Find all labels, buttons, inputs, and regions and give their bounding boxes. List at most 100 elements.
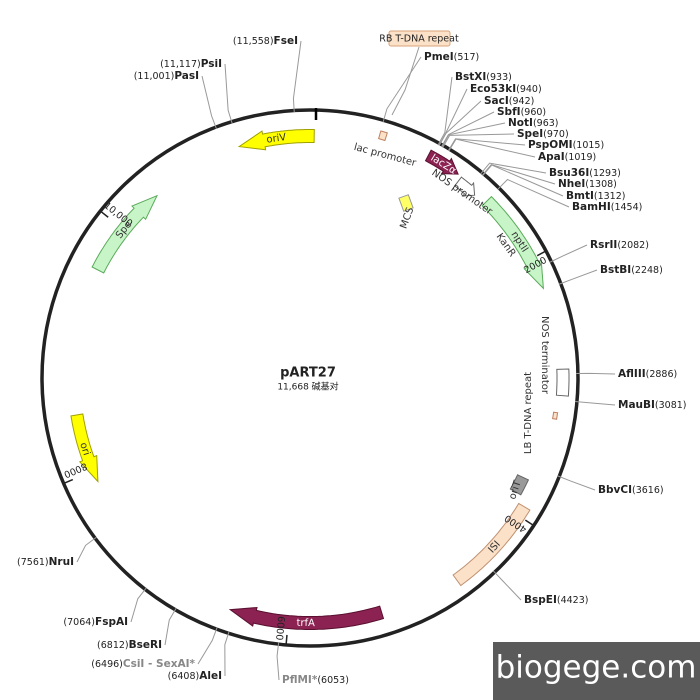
site-name: FspAI — [95, 616, 128, 628]
tick-mark — [100, 211, 109, 218]
site-position: (2886) — [646, 369, 678, 380]
site-name: BstXI — [455, 71, 486, 83]
feature-arrow — [424, 149, 459, 175]
site-label: (6408)AleI — [168, 670, 222, 682]
site-label: SbfI(960) — [497, 106, 546, 118]
site-leader — [575, 372, 616, 375]
site-position: (970) — [543, 129, 569, 140]
site-leader — [292, 40, 302, 113]
site-name: CsiI - SexAI* — [123, 658, 196, 670]
site-label: PmeI(517) — [424, 51, 479, 63]
tick-mark — [285, 634, 288, 645]
site-label: (11,001)PasI — [134, 70, 199, 82]
site-name: RsrII — [590, 239, 617, 251]
site-leader — [437, 76, 453, 146]
site-name: NruI — [49, 556, 74, 568]
site-label: MauBI(3081) — [618, 399, 687, 411]
site-name: Eco53kI — [470, 83, 516, 95]
site-label: BspEI(4423) — [524, 594, 588, 606]
site-position: (3616) — [632, 485, 664, 496]
site-position: (1019) — [565, 152, 597, 163]
feature-label: ori — [77, 441, 91, 457]
site-position: (6408) — [168, 671, 200, 682]
site-label: SpeI(970) — [517, 128, 569, 140]
site-name: BstBI — [600, 264, 631, 276]
site-leader — [164, 607, 177, 646]
site-name: AflIII — [618, 368, 646, 380]
site-label: AflIII(2886) — [618, 368, 677, 380]
site-label: PspOMI(1015) — [528, 139, 604, 151]
site-position: (3081) — [655, 400, 687, 411]
site-position: (2082) — [617, 240, 649, 251]
site-position: (1454) — [611, 202, 643, 213]
site-label: BbvCI(3616) — [598, 484, 664, 496]
site-leader — [197, 627, 218, 665]
site-leader — [497, 178, 570, 208]
site-leader — [382, 56, 422, 123]
feature-arrow — [91, 194, 159, 274]
site-name: ApaI — [538, 151, 565, 163]
site-leader — [130, 587, 147, 623]
site-position: (11,117) — [160, 59, 201, 70]
site-position: (11,001) — [134, 71, 175, 82]
site-name: NotI — [508, 117, 533, 129]
site-position: (4423) — [557, 595, 589, 606]
rb-label: RB T-DNA repeat — [379, 34, 459, 45]
plasmid-length: 11,668 碱基对 — [277, 381, 338, 393]
feature-arrow — [452, 502, 531, 587]
site-label: BamHI(1454) — [572, 201, 642, 213]
site-leader — [574, 400, 616, 406]
feature-label: lac promoter — [353, 142, 419, 169]
site-position: (942) — [509, 96, 535, 107]
site-label: ApaI(1019) — [538, 151, 596, 163]
site-label: Eco53kI(940) — [470, 83, 542, 95]
site-name: PsiI — [201, 58, 222, 70]
site-name: SacI — [484, 95, 509, 107]
site-position: (1312) — [594, 191, 626, 202]
site-leader — [549, 244, 588, 263]
feature-arrow — [378, 130, 388, 141]
site-label: SacI(942) — [484, 95, 534, 107]
site-label: (6496)CsiI - SexAI* — [91, 658, 195, 670]
site-position: (11,558) — [233, 36, 274, 47]
site-name: NheI — [558, 178, 585, 190]
site-leader — [224, 63, 233, 124]
site-leader — [480, 162, 547, 175]
watermark-bg — [493, 642, 700, 700]
rb-box — [388, 30, 451, 47]
site-label: BmtI(1312) — [566, 190, 625, 202]
feature-label: NOS terminator — [539, 316, 550, 395]
feature-label: oriV — [266, 132, 287, 146]
plasmid-name: pART27 — [280, 366, 336, 381]
site-label: PflMI*(6053) — [282, 674, 349, 686]
site-position: (1308) — [585, 179, 617, 190]
feature-arrow — [453, 176, 476, 197]
site-label: (7064)FspAI — [63, 616, 128, 628]
tick-mark — [536, 250, 546, 257]
site-name: Bsu36I — [549, 167, 589, 179]
site-label: Bsu36I(1293) — [549, 167, 621, 179]
feature-arrow — [555, 368, 570, 397]
site-position: (933) — [486, 72, 512, 83]
site-name: BmtI — [566, 190, 594, 202]
rb-leader — [391, 46, 420, 116]
site-leader — [224, 631, 230, 677]
site-leader — [492, 570, 522, 601]
site-leader — [438, 100, 482, 146]
site-position: (960) — [521, 107, 547, 118]
site-position: (6812) — [97, 640, 129, 651]
site-label: BstBI(2248) — [600, 264, 663, 276]
site-label: BstXI(933) — [455, 71, 512, 83]
site-name: BseRI — [129, 639, 162, 651]
site-position: (7064) — [63, 617, 95, 628]
site-name: PflMI* — [282, 674, 318, 686]
site-position: (940) — [516, 84, 542, 95]
site-position: (517) — [454, 52, 480, 63]
site-name: SpeI — [517, 128, 543, 140]
tick-label: 6000 — [273, 616, 286, 641]
site-position: (963) — [533, 118, 559, 129]
site-position: (6496) — [91, 659, 123, 670]
site-label: (11,558)FseI — [233, 35, 298, 47]
site-leader — [481, 164, 556, 185]
